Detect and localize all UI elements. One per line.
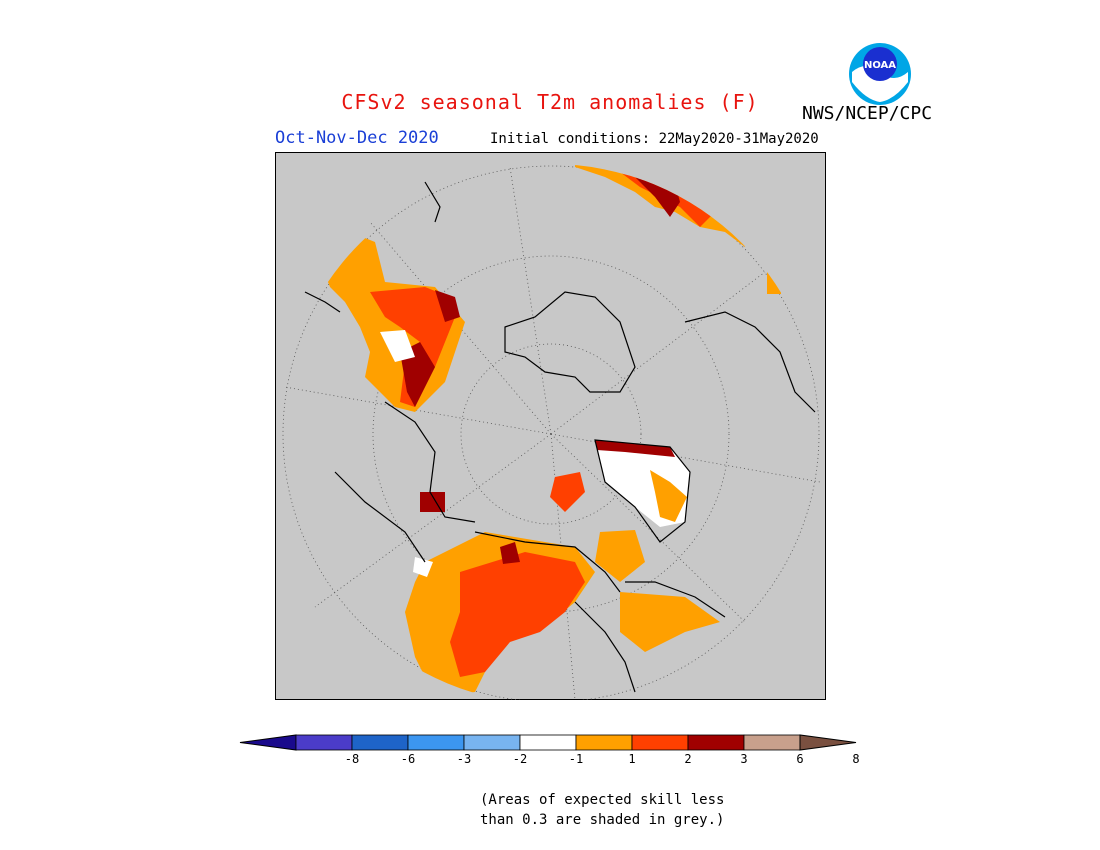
- anomaly-greenland-darkred: [595, 440, 675, 457]
- colorbar-segment: [575, 734, 633, 751]
- colorbar-segments: [239, 734, 857, 751]
- colorbar-segment: [351, 734, 409, 751]
- colorbar-tick-label: -6: [401, 752, 415, 766]
- colorbar-segment: [463, 734, 521, 751]
- anomaly-namerica-darkred: [500, 542, 520, 564]
- colorbar-segment-low: [239, 734, 297, 751]
- anomaly-europe-red: [370, 287, 455, 407]
- colorbar-tick-label: 1: [628, 752, 635, 766]
- colorbar-tick-label: -8: [345, 752, 359, 766]
- colorbar-segment: [687, 734, 745, 751]
- anomaly-europe-darkred: [435, 290, 460, 322]
- colorbar-tick-label: -3: [457, 752, 471, 766]
- colorbar-tick-label: -2: [513, 752, 527, 766]
- anomaly-archipelago-red: [550, 472, 585, 512]
- anomaly-baffin-orange: [595, 530, 645, 582]
- colorbar-segment: [743, 734, 801, 751]
- colorbar-segment: [407, 734, 465, 751]
- colorbar-segment: [631, 734, 689, 751]
- polar-map: [275, 152, 826, 700]
- colorbar-segment-high: [799, 734, 857, 751]
- colorbar-tick-label: 8: [852, 752, 859, 766]
- anomaly-alaska-neutral: [413, 557, 433, 577]
- colorbar-ticks: -8 -6 -3 -2 -1 1 2 3 6 8: [345, 752, 860, 766]
- footnote-line-1: (Areas of expected skill less: [480, 792, 725, 808]
- colorbar-tick-label: 6: [796, 752, 803, 766]
- anomaly-iceland: [420, 492, 445, 512]
- anomaly-greenland-orange: [650, 470, 687, 522]
- initial-conditions-label: Initial conditions: 22May2020-31May2020: [490, 131, 819, 147]
- logo-text: NOAA: [864, 60, 896, 71]
- colorbar-segment: [519, 734, 577, 751]
- coastlines: [304, 181, 816, 693]
- colorbar: -8 -6 -3 -2 -1 1 2 3 6 8: [239, 734, 860, 766]
- colorbar-segment: [295, 734, 353, 751]
- anomaly-europe-neutral: [380, 330, 415, 362]
- colorbar-tick-label: -1: [569, 752, 583, 766]
- noaa-logo: NOAA: [849, 43, 911, 105]
- colorbar-tick-label: 2: [684, 752, 691, 766]
- map-title: CFSv2 seasonal T2m anomalies (F): [341, 90, 759, 114]
- season-label: Oct-Nov-Dec 2020: [275, 128, 439, 148]
- anomaly-namerica-red: [450, 552, 585, 677]
- agency-label: NWS/NCEP/CPC: [802, 103, 933, 124]
- footnote-line-2: than 0.3 are shaded in grey.): [480, 812, 725, 828]
- colorbar-tick-label: 3: [740, 752, 747, 766]
- anomaly-hudson-orange: [620, 592, 720, 652]
